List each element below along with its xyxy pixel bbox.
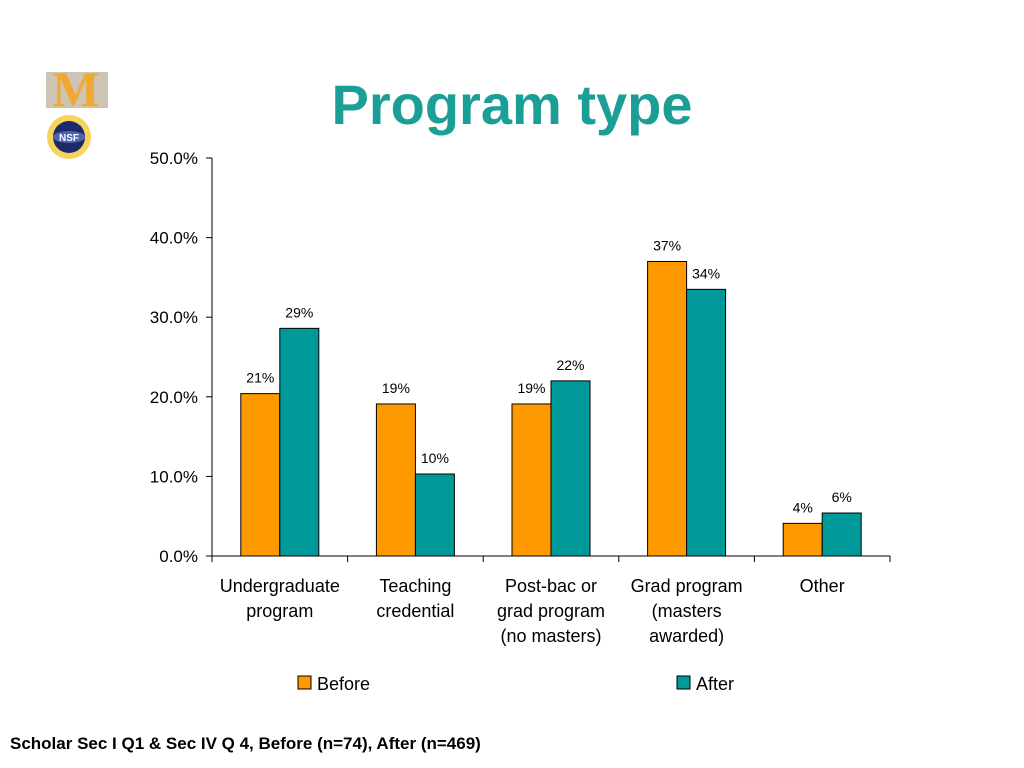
data-label: 21% [246,370,274,386]
bar-after-2 [550,380,591,557]
data-label: 34% [692,265,720,281]
bar-before-4 [782,522,823,557]
footnote: Scholar Sec I Q1 & Sec IV Q 4, Before (n… [10,734,481,753]
data-label: 19% [517,380,545,396]
y-tick-label: 0.0% [159,547,198,566]
x-tick-label: Teaching [379,576,451,596]
page-title: Program type [331,73,693,136]
bar-after-0 [279,327,320,557]
block-m-logo: M [46,66,108,112]
bar-after-3 [686,288,727,557]
data-label: 22% [556,357,584,373]
bar-before-1 [375,403,416,557]
x-tick-label: Grad program [631,576,743,596]
x-tick-label: awarded) [649,626,724,646]
x-tick-label: grad program [497,601,605,621]
y-tick-label: 20.0% [150,388,198,407]
x-tick-label: Other [800,576,845,596]
legend-label-after: After [696,674,734,694]
data-label: 6% [832,489,852,505]
x-tick-label: (no masters) [500,626,601,646]
data-label: 4% [793,499,813,515]
x-tick-label: program [246,601,313,621]
x-tick-label: Post-bac or [505,576,597,596]
bar-before-2 [511,403,552,557]
data-label: 37% [653,237,681,253]
bar-before-3 [647,260,688,557]
y-tick-label: 10.0% [150,467,198,486]
data-label: 19% [382,380,410,396]
nsf-logo-text: NSF [59,133,79,144]
legend-label-before: Before [317,674,370,694]
legend-swatch-before [297,675,312,690]
bar-before-0 [240,393,281,557]
bar-after-4 [821,512,862,557]
y-tick-label: 40.0% [150,229,198,248]
x-tick-label: Undergraduate [220,576,340,596]
block-m-logo-text: M [52,66,99,112]
legend-swatch-after [676,675,691,690]
bar-after-1 [414,473,455,557]
y-tick-label: 30.0% [150,308,198,327]
y-tick-label: 50.0% [150,149,198,168]
nsf-logo: NSF [47,115,91,159]
x-tick-label: credential [376,601,454,621]
data-label: 10% [421,450,449,466]
x-tick-label: (masters [652,601,722,621]
data-label: 29% [285,304,313,320]
